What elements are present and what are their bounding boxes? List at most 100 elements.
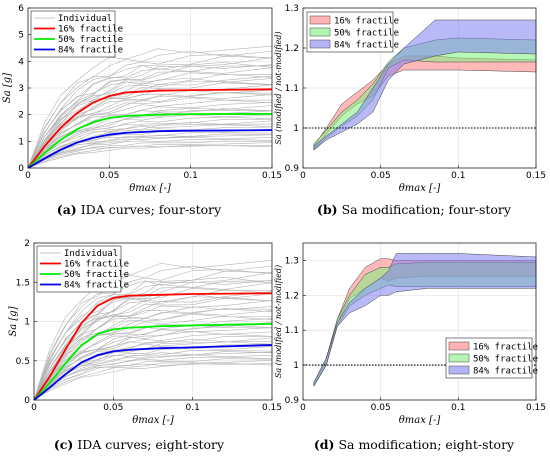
y-axis-label: Sa [g] — [8, 306, 19, 336]
y-tick-label: 2 — [18, 111, 24, 121]
individual-curve — [27, 120, 273, 169]
individual-curve — [33, 313, 273, 401]
y-axis-label: Sa (modified / not-modified) — [274, 265, 283, 378]
legend-label: 50% fractile — [334, 29, 399, 39]
x-tick-label: 0.1 — [451, 171, 465, 181]
individual-curve — [27, 80, 273, 169]
legend-swatch — [448, 353, 470, 363]
individual-curve — [33, 333, 273, 401]
fractile-line-1 — [27, 88, 273, 169]
x-tick-label: 0.05 — [99, 171, 119, 181]
y-tick-label: 1.3 — [285, 4, 299, 14]
legend-label: 16% fractile — [473, 343, 538, 353]
x-tick-label: 0.15 — [526, 403, 546, 413]
caption-a: (a) IDA curves; four-story — [57, 202, 222, 217]
individual-curve — [27, 139, 273, 169]
x-tick-label: 0.15 — [262, 171, 282, 181]
x-tick-label: 0 — [300, 171, 306, 181]
legend-swatch — [309, 39, 331, 49]
y-tick-label: 1.2 — [285, 44, 299, 54]
individual-curve — [27, 56, 273, 169]
caption-c: (c) IDA curves; eight-story — [54, 437, 225, 452]
fractile-line-2 — [27, 112, 273, 169]
y-tick-label: 0.5 — [16, 357, 30, 367]
x-axis-label: θmax [-] — [399, 415, 441, 426]
y-tick-label: 3 — [18, 84, 24, 94]
x-tick-label: 0.15 — [526, 171, 546, 181]
y-tick-label: 6 — [18, 4, 24, 14]
caption-d: (d) Sa modification; eight-story — [314, 437, 515, 452]
x-tick-label: 0.05 — [371, 171, 391, 181]
individual-curve — [27, 119, 273, 169]
fractile-line-2 — [33, 322, 273, 401]
y-tick-label: 0.9 — [285, 164, 300, 174]
individual-curve — [33, 341, 273, 401]
individual-curve — [33, 270, 273, 401]
legend-label: 50% fractile — [58, 35, 123, 45]
legend-swatch — [309, 27, 331, 37]
fractile-line-3 — [27, 129, 273, 169]
y-tick-label: 1 — [24, 318, 30, 328]
individual-curve — [27, 94, 273, 169]
y-axis-label: Sa (modified / not-modified) — [274, 31, 283, 144]
individual-curve — [27, 132, 273, 169]
y-tick-label: 1.2 — [285, 291, 299, 301]
panel-a-ida-four-story: 0 0.05 0.1 0.15 0 1 2 3 4 5 6 θmax [-] Sa [g] Individ… — [2, 4, 282, 194]
y-tick-label: 1 — [293, 361, 299, 371]
y-tick-label: 1.5 — [16, 278, 30, 288]
panel-d-sa-modification-eight-story: 0 0.05 0.1 0.15 0.9 1 1.1 1.2 1.3 θmax [-] Sa (mod… — [274, 242, 546, 426]
y-tick-label: 2 — [24, 239, 30, 249]
individual-curve — [27, 72, 273, 169]
individual-curve — [27, 108, 273, 169]
individual-curve — [33, 315, 273, 401]
individual-curve — [33, 349, 273, 401]
x-axis-label: θmax [-] — [132, 415, 174, 426]
x-axis-label: θmax [-] — [399, 183, 441, 194]
panel-c-ida-eight-story: 0 0.05 0.1 0.15 0 0.5 1 1.5 2 θmax [-] Sa [g] Indiv… — [8, 239, 282, 426]
y-tick-label: 1.1 — [285, 326, 299, 336]
x-tick-label: 0.1 — [184, 171, 198, 181]
x-tick-label: 0 — [31, 403, 37, 413]
individual-curve — [27, 82, 273, 169]
individual-curve — [27, 140, 273, 169]
individual-curve — [27, 57, 273, 169]
individual-curve — [33, 359, 273, 401]
individual-curve — [27, 67, 273, 169]
legend-label: 50% fractile — [473, 355, 538, 365]
individual-curve — [33, 310, 273, 401]
x-tick-label: 0 — [25, 171, 31, 181]
individual-curve — [33, 287, 273, 401]
y-tick-label: 0 — [18, 164, 24, 174]
legend-label: 84% fractile — [58, 46, 123, 56]
y-tick-label: 5 — [18, 31, 24, 41]
individual-curve — [27, 92, 273, 169]
x-tick-label: 0.15 — [262, 403, 282, 413]
x-axis-label: θmax [-] — [129, 183, 171, 194]
individual-curve — [27, 102, 273, 169]
legend-label: 84% fractile — [64, 281, 129, 291]
axes-box — [302, 242, 537, 401]
individual-curve — [27, 54, 273, 169]
individual-curve — [33, 291, 273, 401]
x-tick-label: 0.05 — [371, 403, 391, 413]
individual-curve — [27, 133, 273, 169]
y-tick-label: 1.3 — [285, 256, 299, 266]
legend-label: 16% fractile — [58, 25, 123, 35]
y-tick-label: 1 — [293, 124, 299, 134]
legend-swatch — [309, 15, 331, 25]
legend-label: Individual — [58, 14, 112, 24]
y-axis-label: Sa [g] — [2, 73, 13, 103]
legend-label: 16% fractile — [64, 260, 129, 270]
fractile-line-1 — [33, 292, 273, 401]
individual-curve — [33, 363, 273, 401]
y-tick-label: 4 — [18, 57, 24, 67]
y-tick-label: 0.9 — [285, 396, 300, 406]
individual-curve — [27, 50, 273, 169]
panel-b-sa-modification-four-story: 0 0.05 0.1 0.15 0.9 1 1.1 1.2 1.3 θmax [-] Sa (mod… — [274, 4, 546, 194]
individual-curve — [27, 45, 273, 169]
legend-label: Individual — [64, 249, 118, 259]
caption-b: (b) Sa modification; four-story — [317, 202, 512, 217]
